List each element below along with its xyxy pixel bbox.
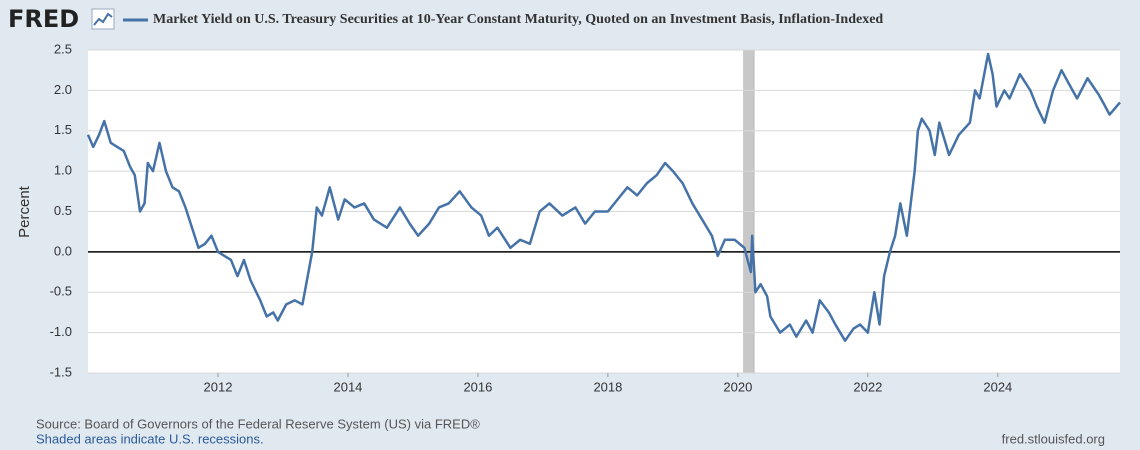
y-axis-label: Percent [16, 185, 33, 238]
y-tick-label: -1.0 [50, 324, 72, 339]
y-tick-label: -1.5 [50, 364, 72, 379]
y-tick-label: 0.5 [54, 203, 72, 218]
x-tick-label: 2018 [593, 379, 622, 394]
legend-label: Market Yield on U.S. Treasury Securities… [153, 12, 883, 27]
y-tick-label: 1.0 [54, 163, 72, 178]
y-tick-label: 0.0 [54, 243, 72, 258]
y-tick-label: -0.5 [50, 284, 72, 299]
x-tick-label: 2014 [333, 379, 362, 394]
logo-icon [91, 8, 115, 30]
credit: fred.stlouisfed.org [1002, 431, 1105, 446]
y-tick-label: 2.5 [54, 41, 72, 56]
y-tick-label: 2.0 [54, 82, 72, 97]
y-tick-label: 1.5 [54, 122, 72, 137]
x-tick-label: 2012 [204, 379, 233, 394]
series-line [86, 52, 1121, 342]
x-tick-label: 2024 [983, 379, 1012, 394]
x-tick-label: 2016 [463, 379, 492, 394]
logo: FRED [8, 5, 79, 33]
x-tick-label: 2020 [723, 379, 752, 394]
x-tick-label: 2022 [853, 379, 882, 394]
source: Source: Board of Governors of the Federa… [36, 416, 480, 431]
note: Shaded areas indicate U.S. recessions. [36, 431, 264, 446]
